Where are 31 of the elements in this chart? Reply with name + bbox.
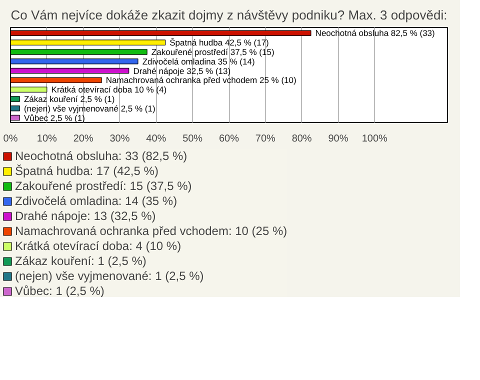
- chart-title: Co Vám nejvíce dokáže zkazit dojmy z návštěvy podniku? Max. 3 odpovědi:: [10, 8, 448, 22]
- data-label: (nejen) vše vyjmenované 2,5 % (1): [24, 103, 156, 114]
- data-label: Vůbec 2,5 % (1): [24, 112, 86, 123]
- x-tick-label: 10%: [36, 134, 58, 144]
- x-tick-label: 60%: [218, 134, 240, 144]
- x-tick-label: 40%: [146, 134, 166, 144]
- data-label: Špatná hudba 42,5 % (17): [170, 38, 270, 48]
- x-tick-label: 30%: [110, 134, 130, 144]
- x-tick-label: 70%: [255, 134, 276, 144]
- legend-label: Zákaz kouření: 1 (2,5 %): [15, 254, 146, 268]
- data-label: Neochotná obsluha 82,5 % (33): [315, 28, 436, 38]
- data-label: Namachrovaná ochranka před vchodem 25 % (10): [106, 75, 296, 86]
- data-label: Zákaz kouření 2,5 % (1): [24, 94, 115, 104]
- legend-label: Neochotná obsluha: 33 (82,5 %): [15, 149, 188, 163]
- legend-label: (nejen) vše vyjmenované: 1 (2,5 %): [15, 269, 204, 283]
- legend-label: Krátká otevírací doba: 4 (10 %): [15, 239, 182, 253]
- x-tick-label: 90%: [328, 134, 348, 144]
- x-tick-label: 80%: [292, 134, 312, 144]
- data-label: Zakouřené prostředí 37,5 % (15): [151, 46, 274, 57]
- legend-label: Špatná hudba: 17 (42,5 %): [15, 164, 158, 178]
- legend-label: Zdivočelá omladina: 14 (35 %): [15, 194, 178, 208]
- x-tick-label: 50%: [182, 134, 203, 144]
- data-label: Krátká otevírací doba 10 % (4): [51, 84, 167, 95]
- legend-label: Zakouřené prostředí: 15 (37,5 %): [15, 179, 192, 193]
- legend-label: Namachrovaná ochranka před vchodem: 10 (25 %): [15, 224, 288, 238]
- x-tick-label: 20%: [73, 134, 94, 144]
- x-tick-label: 100%: [362, 134, 388, 144]
- legend-label: Drahé nápoje: 13 (32,5 %): [15, 209, 156, 223]
- x-tick-label: 0%: [3, 134, 18, 144]
- data-label: Drahé nápoje 32,5 % (13): [133, 66, 231, 76]
- data-label: Zdivočelá omladina 35 % (14): [142, 56, 255, 66]
